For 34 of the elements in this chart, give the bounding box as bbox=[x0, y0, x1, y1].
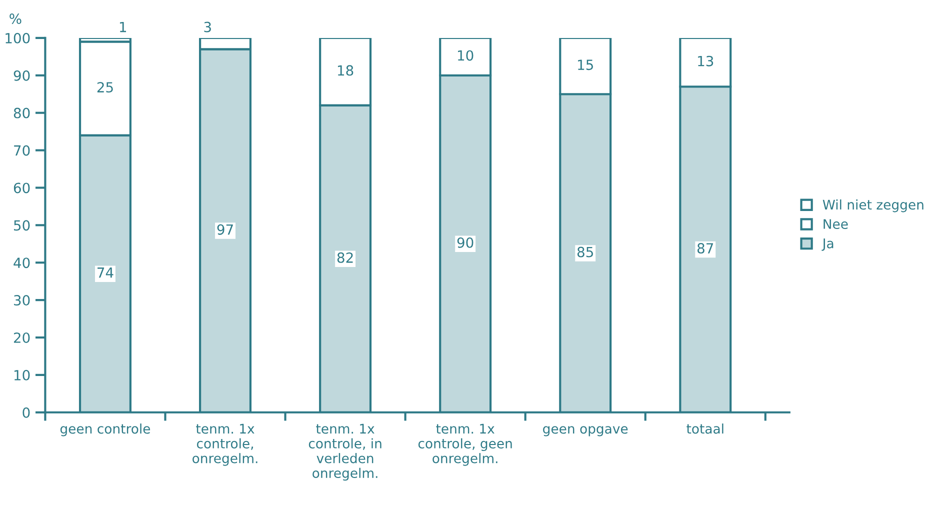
y-tick-label: 40 bbox=[14, 258, 30, 268]
y-tick-label: 10 bbox=[14, 370, 30, 380]
legend-label: Ja bbox=[822, 238, 834, 251]
x-tick-label: totaal bbox=[686, 424, 724, 434]
data-label: 90 bbox=[457, 237, 474, 248]
data-label: 10 bbox=[458, 50, 474, 61]
data-label: 82 bbox=[337, 252, 353, 263]
data-label: 87 bbox=[697, 243, 714, 254]
y-tick-label: 100 bbox=[6, 32, 30, 44]
data-label: 25 bbox=[97, 82, 113, 93]
y-tick-label: 30 bbox=[14, 295, 30, 306]
legend-label: Nee bbox=[824, 219, 848, 229]
data-label: 85 bbox=[577, 246, 593, 258]
data-label: 97 bbox=[217, 224, 233, 235]
data-label: 74 bbox=[98, 268, 114, 278]
x-tick-label: tenm. 1x controle, in verleden onregelm. bbox=[308, 424, 382, 481]
y-tick-label: 50 bbox=[14, 220, 30, 231]
y-axis-title: % bbox=[10, 14, 22, 24]
data-label: 1 bbox=[120, 22, 126, 32]
y-tick-label: 20 bbox=[14, 332, 30, 343]
data-label: 13 bbox=[698, 56, 714, 66]
data-label: 18 bbox=[338, 65, 354, 76]
y-tick-label: 60 bbox=[14, 182, 30, 194]
y-tick-label: 90 bbox=[14, 70, 30, 81]
y-tick-label: 70 bbox=[14, 145, 30, 156]
x-tick-label: tenm. 1x controle, geen onregelm. bbox=[418, 424, 512, 466]
y-tick-label: 80 bbox=[14, 108, 30, 118]
x-tick-label: tenm. 1x controle, onregelm. bbox=[192, 424, 258, 466]
x-tick-label: geen controle bbox=[60, 424, 150, 436]
data-label: 3 bbox=[204, 22, 211, 32]
x-tick-label: geen opgave bbox=[543, 426, 628, 436]
y-tick-label: 0 bbox=[22, 407, 30, 418]
data-label: 15 bbox=[578, 60, 593, 70]
legend-label: Wil niet zeggen bbox=[822, 199, 924, 212]
